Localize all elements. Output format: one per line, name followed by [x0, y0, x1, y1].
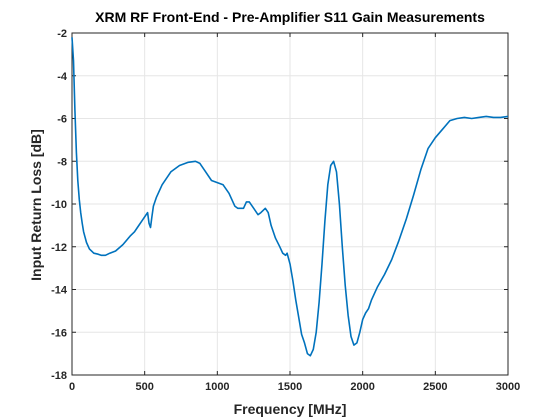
y-tick-label: -6	[57, 114, 67, 126]
x-tick-label: 0	[69, 381, 75, 393]
x-tick-label: 2000	[350, 381, 374, 393]
y-axis-label: Input Return Loss [dB]	[28, 129, 44, 281]
x-tick-label: 500	[135, 381, 153, 393]
y-tick-label: -18	[51, 370, 67, 382]
y-tick-label: -16	[51, 327, 67, 339]
y-tick-label: -10	[51, 199, 67, 211]
x-tick-label: 1500	[278, 381, 302, 393]
y-tick-label: -8	[57, 156, 67, 168]
x-axis-label: Frequency [MHz]	[234, 401, 347, 417]
ticks: 0 500 1000 1500 2000 2500 3000 -18 -16 -14 -12 -10 -…	[51, 28, 520, 393]
s11-series-line	[71, 37, 509, 357]
y-tick-label: -12	[51, 242, 67, 254]
chart-title: XRM RF Front-End - Pre-Amplifier S11 Gai…	[95, 9, 485, 25]
x-tick-label: 2500	[423, 381, 447, 393]
grid-lines	[71, 32, 509, 376]
y-tick-label: -14	[51, 285, 68, 297]
x-tick-label: 1000	[205, 381, 229, 393]
y-tick-label: -2	[57, 28, 67, 40]
y-tick-label: -4	[57, 71, 68, 83]
x-tick-label: 3000	[496, 381, 520, 393]
